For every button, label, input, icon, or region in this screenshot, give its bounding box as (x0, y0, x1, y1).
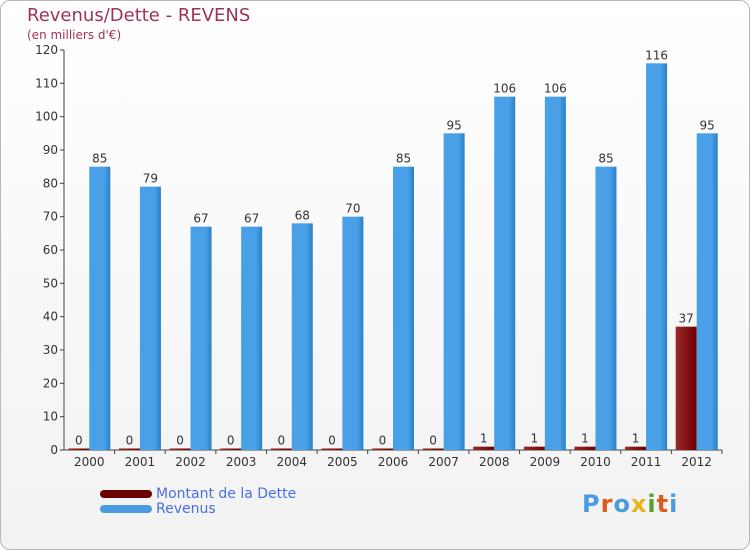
data-label-revenue: 95 (446, 118, 461, 132)
y-tick-label: 110 (35, 76, 58, 90)
data-label-revenue: 85 (92, 152, 107, 166)
y-tick-label: 50 (43, 276, 58, 290)
x-tick-label: 2000 (74, 455, 105, 469)
legend-item-revenue: Revenus (100, 501, 216, 517)
bar-revenue (393, 166, 414, 450)
bar-debt (372, 448, 393, 450)
bar-revenue (291, 223, 313, 450)
bar-debt (118, 448, 140, 450)
y-tick-label: 10 (43, 410, 58, 424)
data-label-revenue: 95 (700, 118, 715, 132)
y-tick-label: 80 (43, 176, 58, 190)
data-label-revenue: 85 (396, 152, 411, 166)
bar-debt (625, 446, 647, 450)
data-label-debt: 0 (328, 434, 336, 448)
y-tick-label: 20 (43, 376, 58, 390)
bar-revenue (595, 166, 617, 450)
proxiti-logo: Proxiti (582, 490, 679, 518)
bar-revenue (696, 133, 718, 451)
bar-debt (220, 448, 242, 450)
bar-revenue (544, 96, 566, 451)
legend-swatch-revenue (100, 505, 152, 513)
bar-debt (68, 448, 90, 450)
bar-revenue (646, 63, 668, 450)
bar-debt (270, 448, 292, 450)
data-label-revenue: 67 (193, 212, 208, 226)
bar-debt (675, 326, 697, 450)
bar-revenue (89, 166, 111, 450)
y-tick-label: 60 (43, 243, 58, 257)
bar-revenue (443, 133, 465, 451)
x-tick-label: 2002 (175, 455, 206, 469)
data-label-debt: 0 (379, 434, 387, 448)
bar-debt (574, 446, 596, 450)
y-tick-label: 100 (35, 110, 58, 124)
y-tick-label: 0 (50, 443, 58, 457)
data-label-debt: 1 (632, 432, 640, 446)
data-label-debt: 1 (581, 432, 589, 446)
bar-revenue (139, 186, 161, 450)
data-label-revenue: 79 (143, 172, 158, 186)
bar-debt (422, 448, 444, 450)
x-tick-label: 2011 (631, 455, 662, 469)
x-tick-label: 2005 (327, 455, 358, 469)
data-label-revenue: 106 (493, 82, 516, 96)
data-label-debt: 1 (531, 432, 539, 446)
legend-label-revenue: Revenus (156, 501, 216, 517)
bar-debt (169, 448, 191, 450)
data-label-revenue: 68 (295, 208, 310, 222)
data-label-revenue: 116 (645, 48, 668, 62)
y-tick-label: 70 (43, 210, 58, 224)
x-tick-label: 2001 (125, 455, 156, 469)
data-label-revenue: 70 (345, 202, 360, 216)
x-tick-label: 2006 (378, 455, 409, 469)
y-tick-label: 30 (43, 343, 58, 357)
chart-subtitle: (en milliers d'€) (27, 28, 122, 42)
bar-revenue (494, 96, 516, 451)
data-label-revenue: 67 (244, 212, 259, 226)
data-label-debt: 37 (679, 312, 694, 326)
y-tick-label: 40 (43, 310, 58, 324)
bar-revenue (190, 226, 212, 450)
bar-debt (321, 448, 343, 450)
bar-revenue (241, 226, 263, 450)
data-label-revenue: 85 (598, 152, 613, 166)
y-tick-label: 120 (35, 43, 58, 57)
data-label-debt: 0 (126, 434, 134, 448)
data-label-revenue: 106 (544, 82, 567, 96)
legend-swatch-debt (100, 490, 152, 498)
data-label-debt: 0 (75, 434, 83, 448)
bar-debt (473, 446, 495, 450)
x-tick-label: 2010 (580, 455, 611, 469)
chart-title: Revenus/Dette - REVENS (27, 5, 251, 26)
bar-debt (523, 446, 545, 450)
x-tick-label: 2004 (276, 455, 307, 469)
legend-label-debt: Montant de la Dette (156, 486, 297, 502)
y-tick-label: 90 (43, 143, 58, 157)
x-tick-label: 2007 (428, 455, 459, 469)
bar-revenue (342, 216, 364, 450)
data-label-debt: 0 (227, 434, 235, 448)
data-label-debt: 0 (429, 434, 437, 448)
data-label-debt: 0 (176, 434, 184, 448)
data-label-debt: 0 (277, 434, 285, 448)
legend-item-debt: Montant de la Dette (100, 486, 296, 502)
x-tick-label: 2003 (226, 455, 257, 469)
x-tick-label: 2009 (530, 455, 561, 469)
x-tick-label: 2012 (681, 455, 712, 469)
x-tick-label: 2008 (479, 455, 510, 469)
data-label-debt: 1 (480, 432, 488, 446)
